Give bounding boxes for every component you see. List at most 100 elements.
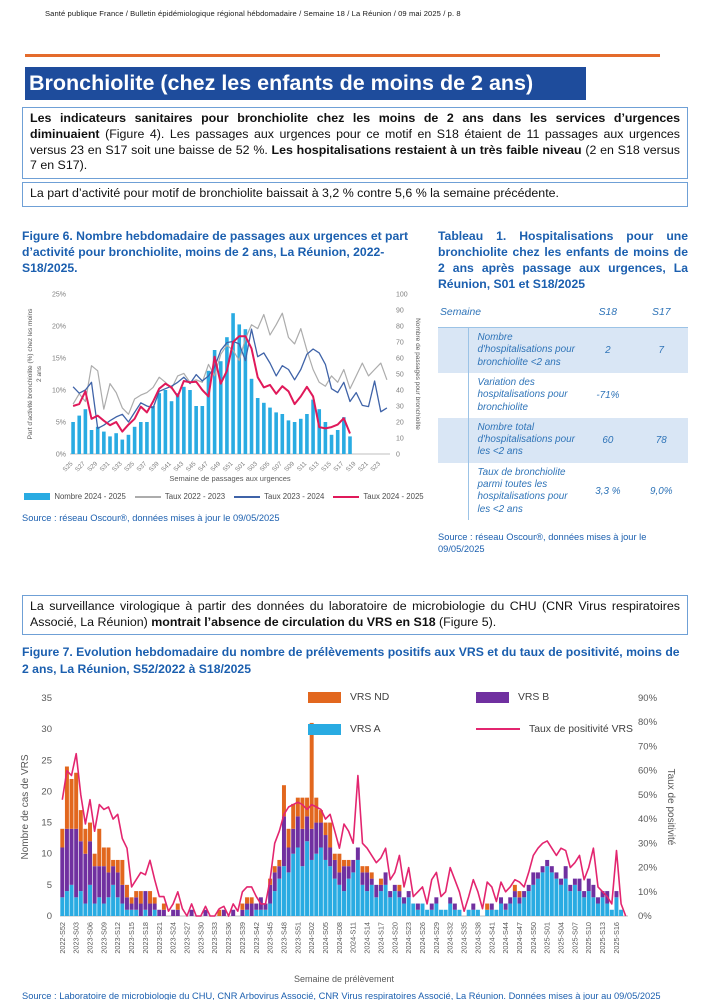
svg-text:2024-S50: 2024-S50	[529, 922, 538, 954]
svg-text:10: 10	[41, 848, 52, 859]
table-row: Variation des hospitalisations pour bron…	[438, 372, 688, 418]
table-cell: 2	[581, 327, 635, 373]
svg-text:S39: S39	[148, 460, 161, 473]
svg-text:2024-S17: 2024-S17	[376, 922, 385, 954]
svg-text:S35: S35	[123, 460, 136, 473]
table-cell: 9,0%	[650, 485, 673, 497]
plain-text: (2 en S18 versus 7 en S17).	[30, 142, 680, 173]
svg-text:S49: S49	[209, 460, 222, 473]
svg-text:25%: 25%	[52, 292, 66, 299]
svg-text:10: 10	[396, 436, 404, 443]
svg-text:S03: S03	[246, 460, 259, 473]
svg-text:40: 40	[396, 388, 404, 395]
svg-text:90: 90	[396, 308, 404, 315]
svg-text:Semaine de passages aux urgenc: Semaine de passages aux urgences	[169, 474, 291, 483]
svg-text:S05: S05	[259, 460, 272, 473]
svg-text:Semaine de prélèvement: Semaine de prélèvement	[294, 974, 395, 984]
svg-text:S11: S11	[296, 460, 309, 473]
svg-text:10%: 10%	[638, 886, 658, 897]
table-cell: Variation des hospitalisations pour bron…	[467, 372, 582, 418]
svg-text:2023-S09: 2023-S09	[99, 922, 108, 954]
svg-text:25: 25	[41, 755, 52, 766]
table-cell: Nombre d'hospitalisations pour bronchiol…	[467, 327, 582, 373]
svg-text:2024-S26: 2024-S26	[418, 922, 427, 954]
plain-text: La surveillance virologique à partir des…	[30, 598, 680, 629]
table-header: Semaine S18 S17	[438, 307, 688, 329]
figure7-source: Source : Laboratoire de microbiologie du…	[22, 990, 661, 1000]
svg-text:2 ans: 2 ans	[36, 365, 43, 382]
svg-text:2025-S16: 2025-S16	[612, 922, 621, 954]
table-cell	[635, 373, 688, 418]
svg-text:2023-S24: 2023-S24	[169, 922, 178, 954]
table-cell	[438, 463, 468, 520]
svg-text:2023-S39: 2023-S39	[238, 922, 247, 954]
summary-paragraph-1: Les indicateurs sanitaires pour bronchio…	[30, 111, 680, 172]
svg-text:2023-S06: 2023-S06	[86, 922, 95, 954]
line-swatch-blue	[234, 495, 261, 498]
figure6-chart: 0% 5% 10% 15% 20% 25% 0 10 20 30 40 50 60 70 80 90 100 S2…	[22, 286, 426, 491]
svg-text:2023-S33: 2023-S33	[210, 922, 219, 954]
legend-item-vrs-nd: VRS ND	[308, 691, 476, 703]
svg-text:60: 60	[396, 356, 404, 363]
table-cell: 3,3 %	[595, 485, 621, 497]
figure6-column: Figure 6. Nombre hebdomadaire de passage…	[22, 228, 426, 555]
svg-text:2023-S42: 2023-S42	[252, 922, 261, 954]
svg-text:90%: 90%	[638, 693, 658, 704]
svg-text:2024-S35: 2024-S35	[460, 922, 469, 954]
figure6-legend: Nombre 2024 - 2025 Taux 2022 - 2023 Taux…	[22, 492, 426, 501]
svg-text:2024-S38: 2024-S38	[473, 922, 482, 954]
table1-source: Source : réseau Oscour®, données mises à…	[438, 531, 647, 554]
svg-text:S01: S01	[234, 460, 247, 473]
plain-text: La part d’activité pour motif de bronchi…	[30, 186, 559, 200]
table-row: Taux de bronchiolite parmi toutes les ho…	[438, 462, 688, 520]
figures-row: Figure 6. Nombre hebdomadaire de passage…	[22, 228, 688, 555]
svg-text:30: 30	[41, 724, 52, 735]
legend-item-nombre: Nombre 2024 - 2025	[24, 492, 126, 501]
svg-text:2023-S21: 2023-S21	[155, 922, 164, 954]
svg-text:15%: 15%	[52, 356, 66, 363]
svg-text:2024-S47: 2024-S47	[515, 922, 524, 954]
vrs-b-swatch	[476, 691, 509, 703]
svg-text:10%: 10%	[52, 388, 66, 395]
svg-text:2025-S10: 2025-S10	[584, 922, 593, 954]
table1-title: Tableau 1. Hospitalisations pour une bro…	[438, 228, 688, 292]
figure6-title: Figure 6. Nombre hebdomadaire de passage…	[22, 228, 409, 275]
svg-text:2023-S36: 2023-S36	[224, 922, 233, 954]
legend-item-vrs-b: VRS B	[476, 691, 668, 703]
svg-text:20%: 20%	[52, 324, 66, 331]
svg-text:0: 0	[396, 452, 400, 459]
doc-header: Santé publique France / Bulletin épidémi…	[45, 9, 461, 18]
table-cell: 60	[581, 417, 635, 463]
legend-item-taux-2024-2025: Taux 2024 - 2025	[333, 492, 424, 501]
svg-text:2024-S41: 2024-S41	[487, 922, 496, 954]
table-col-header: S18	[581, 307, 635, 329]
svg-text:S15: S15	[320, 460, 333, 473]
vrs-a-swatch	[308, 723, 341, 735]
figure6-source: Source : réseau Oscour®, données mises à…	[22, 513, 280, 524]
svg-text:S09: S09	[283, 460, 296, 473]
svg-text:2024-S11: 2024-S11	[349, 922, 358, 953]
table-cell	[438, 417, 469, 463]
svg-text:2024-S14: 2024-S14	[363, 922, 372, 954]
table-cell	[438, 373, 468, 418]
table-cell: Taux de bronchiolite parmi toutes les ho…	[467, 462, 582, 520]
svg-text:2024-S02: 2024-S02	[307, 922, 316, 954]
figure7-legend: VRS ND VRS B VRS A Taux de positivité VR…	[308, 691, 668, 735]
legend-item-taux-positivite: Taux de positivité VRS	[476, 724, 668, 735]
table-cell	[438, 327, 469, 373]
svg-text:S27: S27	[74, 460, 87, 473]
svg-text:70%: 70%	[638, 741, 658, 752]
svg-text:Nombre de passages pour bronch: Nombre de passages pour bronchiolite	[414, 318, 421, 430]
svg-text:50: 50	[396, 372, 404, 379]
table-cell: Nombre total d'hospitalisations pour les…	[467, 417, 582, 463]
svg-text:S21: S21	[357, 460, 370, 473]
bold-text: montrait l’absence de circulation du VRS…	[151, 614, 436, 629]
svg-text:70: 70	[396, 340, 404, 347]
svg-text:2025-S04: 2025-S04	[557, 922, 566, 954]
table1-column: Tableau 1. Hospitalisations pour une bro…	[438, 228, 688, 555]
svg-text:2024-S23: 2024-S23	[404, 922, 413, 954]
vrs-nd-swatch	[308, 691, 341, 703]
svg-text:Nombre de cas de VRS: Nombre de cas de VRS	[20, 754, 31, 859]
svg-text:0%: 0%	[56, 452, 66, 459]
svg-text:20: 20	[41, 786, 52, 797]
